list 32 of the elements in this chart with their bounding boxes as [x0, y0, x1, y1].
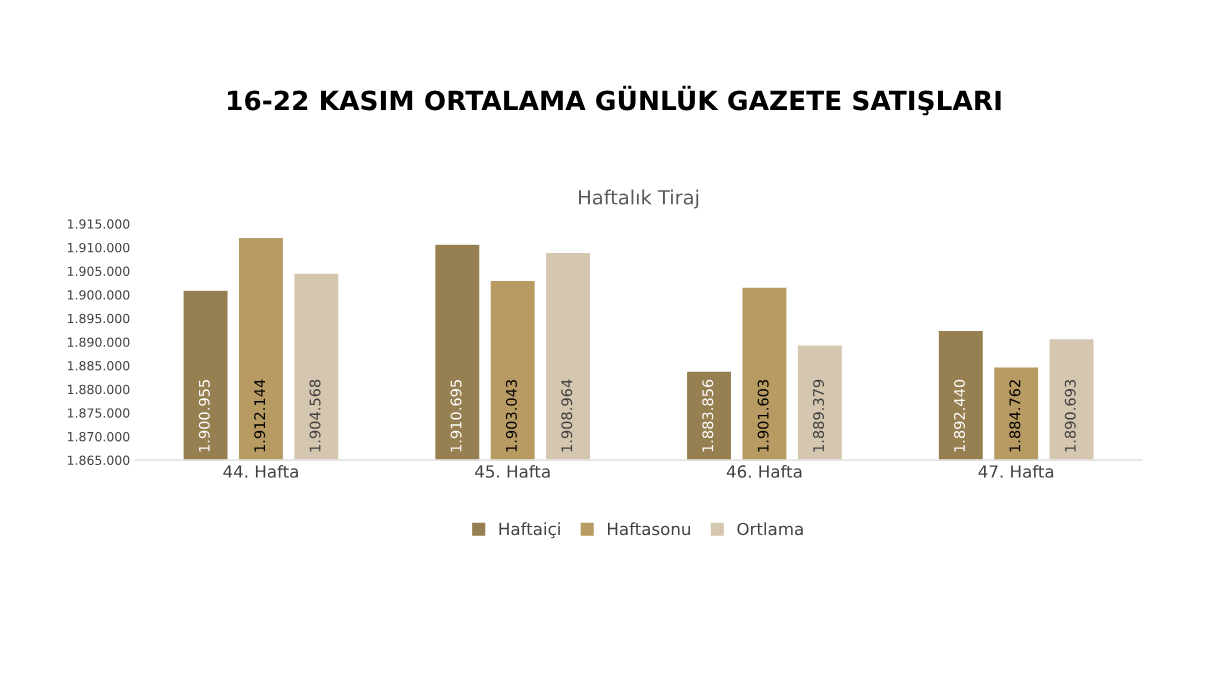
y-tick-label: 1.900.000: [67, 290, 130, 300]
data-label: 1.910.695: [450, 380, 462, 452]
y-tick-label: 1.890.000: [67, 337, 130, 347]
chart-title: 16-22 KASIM ORTALAMA GÜNLÜK GAZETE SATIŞLARI: [228, 85, 1001, 116]
x-tick-label: 44. Hafta: [223, 464, 298, 478]
chart-subtitle: Haftalık Tiraj: [579, 189, 699, 209]
legend-label: Ortlama: [737, 522, 803, 536]
legend-label: Haftaiçi: [499, 522, 560, 539]
y-tick-label: 1.875.000: [67, 408, 130, 418]
data-label: 1.912.144: [254, 379, 266, 452]
y-tick-label: 1.865.000: [67, 455, 130, 466]
data-label: 1.884.762: [1009, 380, 1021, 452]
data-label: 1.883.856: [702, 379, 714, 452]
y-tick-label: 1.915.000: [67, 219, 130, 229]
data-label: 1.889.379: [813, 379, 825, 452]
data-label: 1.908.964: [561, 379, 573, 452]
y-tick-label: 1.870.000: [67, 431, 130, 442]
y-tick-label: 1.895.000: [67, 313, 130, 324]
y-tick-label: 1.880.000: [67, 384, 130, 395]
x-tick-label: 46. Hafta: [726, 464, 802, 478]
data-label: 1.904.568: [309, 379, 321, 452]
y-tick-label: 1.905.000: [67, 266, 130, 276]
legend-label: Haftasonu: [608, 522, 690, 536]
y-tick-label: 1.910.000: [67, 242, 130, 253]
x-tick-label: 45. Hafta: [475, 464, 550, 478]
data-label: 1.890.693: [1064, 379, 1076, 452]
x-tick-label: 47. Hafta: [978, 464, 1054, 478]
y-tick-label: 1.885.000: [67, 361, 130, 371]
data-label: 1.903.043: [505, 379, 517, 452]
data-label: 1.900.955: [198, 380, 210, 452]
data-label: 1.901.603: [757, 379, 769, 452]
data-label: 1.892.440: [953, 379, 966, 452]
